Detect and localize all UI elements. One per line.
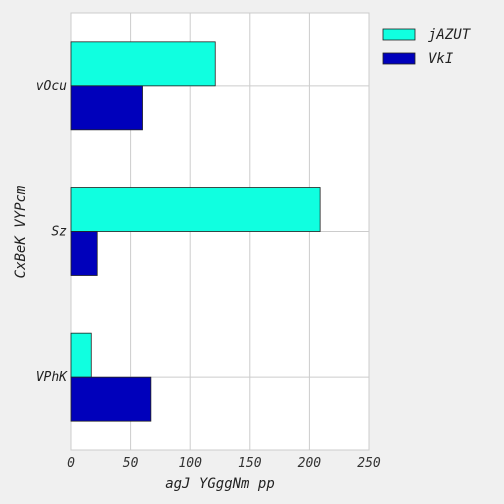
bar — [70, 41, 216, 87]
x-tick-label: 250 — [357, 456, 381, 471]
bar — [70, 85, 143, 131]
x-tick-label: 200 — [298, 456, 322, 471]
legend-swatch — [382, 28, 416, 41]
x-tick-label: 0 — [67, 456, 75, 471]
x-tick-label: 50 — [123, 456, 139, 471]
bar — [70, 332, 92, 378]
y-axis-label: CxBeK VYPcm — [13, 185, 29, 278]
y-tick-label: Sz — [51, 225, 67, 240]
y-axis-ticks: vOcu Sz VPhK — [36, 79, 68, 385]
bar — [70, 376, 152, 422]
y-tick-label: vOcu — [36, 79, 67, 94]
legend-label: jAZUT — [428, 27, 472, 43]
legend-label: VkI — [428, 51, 454, 67]
legend-swatch — [382, 52, 416, 65]
legend: jAZUT VkI — [382, 27, 472, 67]
bar — [70, 231, 98, 276]
x-tick-label: 150 — [238, 456, 262, 471]
x-axis-label: agJ YGggNm pp — [165, 476, 275, 492]
y-tick-label: VPhK — [36, 370, 68, 385]
x-tick-label: 100 — [178, 456, 202, 471]
x-axis-ticks: 0 50 100 150 200 250 — [67, 456, 381, 471]
bar — [70, 187, 321, 232]
bars — [70, 41, 321, 422]
